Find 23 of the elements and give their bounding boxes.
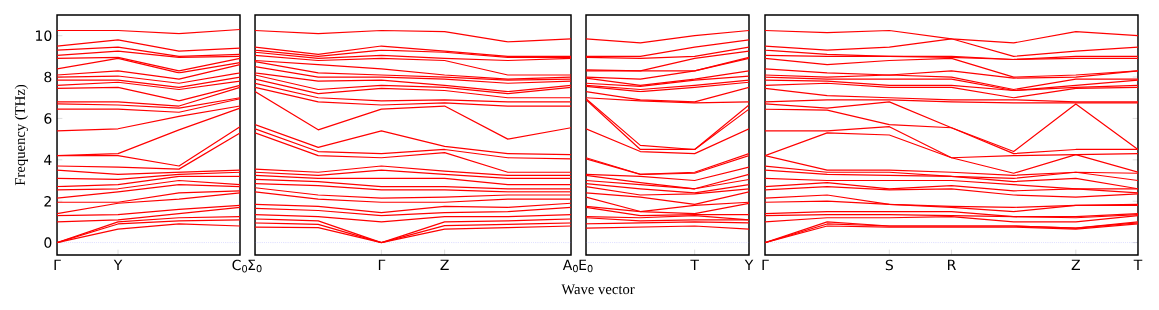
x-tick-label: Y — [113, 259, 123, 270]
y-tick-label: 0 — [44, 237, 52, 248]
x-tick-label: Γ — [762, 259, 769, 270]
y-tick-label: 4 — [44, 154, 52, 165]
x-tick-label: Σ$_{0}$ — [248, 259, 262, 273]
x-tick-label: Y — [744, 259, 754, 270]
x-axis-title: Wave vector — [561, 284, 635, 295]
y-tick-label: 6 — [44, 113, 52, 124]
y-tick-label: 10 — [36, 30, 52, 41]
y-tick-label: 2 — [44, 196, 51, 207]
x-tick-label: Z — [1071, 259, 1080, 270]
x-tick-label: A$_{0}$ — [562, 259, 578, 273]
x-tick-label: E$_{0}$ — [579, 259, 593, 273]
y-axis-title: Frequency (THz) — [14, 84, 28, 186]
x-tick-label: T — [690, 259, 699, 270]
x-tick-label: R — [948, 259, 956, 270]
x-tick-label: S — [885, 259, 893, 271]
x-tick-label: Γ — [54, 259, 61, 270]
y-tick-label: 8 — [44, 71, 52, 83]
x-tick-label: Γ — [378, 259, 386, 270]
x-tick-label: T — [1133, 259, 1143, 270]
x-tick-label: Z — [440, 259, 449, 270]
x-tick-label: C$_{0}$ — [232, 259, 248, 273]
